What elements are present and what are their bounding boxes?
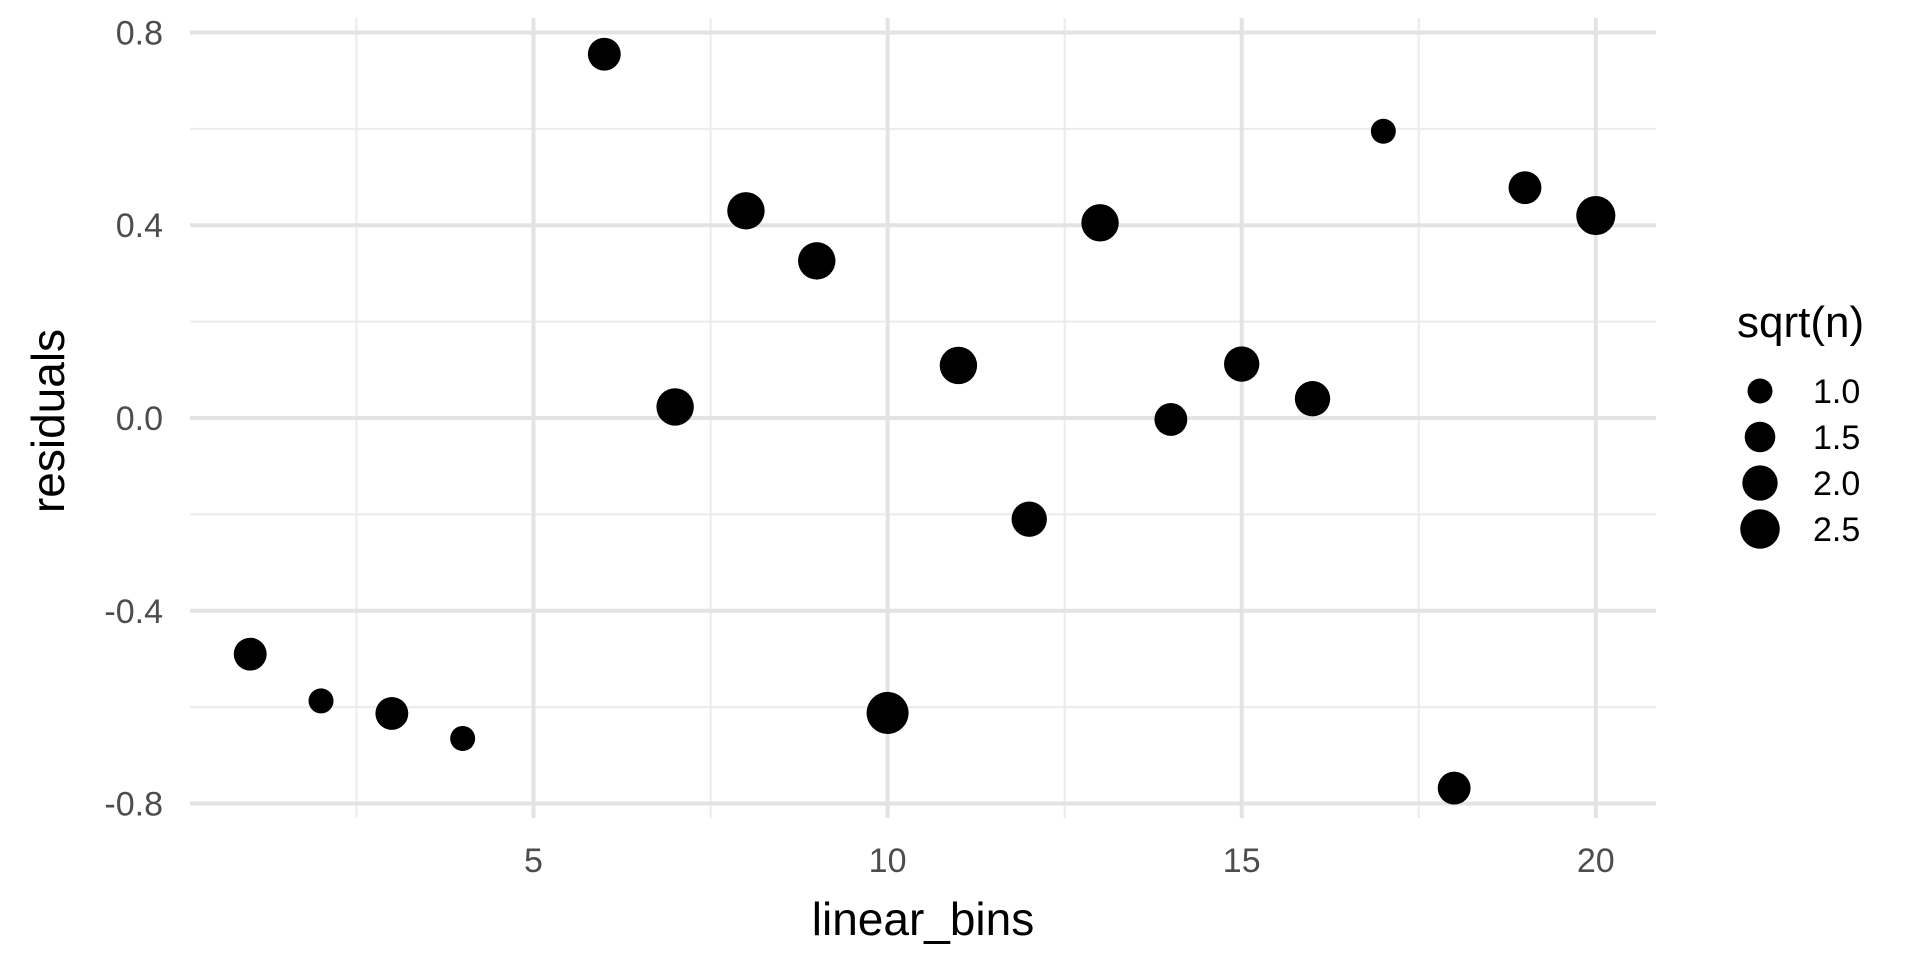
y-axis-title: residuals [22,329,74,513]
data-points [233,37,1616,805]
x-axis-tick-labels: 5 10 15 20 [524,842,1615,880]
legend-label-0: 1.0 [1813,373,1860,411]
y-tick-label-0: -0.8 [104,786,163,824]
data-point-5 [656,388,694,426]
data-point-11 [1081,204,1119,242]
x-tick-label-1: 10 [869,842,907,880]
x-tick-label-0: 5 [524,842,543,880]
y-tick-label-2: 0.0 [116,400,163,438]
y-axis-tick-labels: -0.8 -0.4 0.0 0.4 0.8 [104,14,163,823]
data-point-18 [1576,196,1616,236]
data-point-16 [1437,771,1471,805]
data-point-4 [587,37,621,71]
data-point-17 [1508,171,1542,205]
data-point-1 [308,688,334,714]
legend-key-3 [1740,509,1780,549]
data-point-9 [939,346,978,385]
legend-label-1: 1.5 [1813,419,1860,457]
x-tick-label-3: 20 [1577,842,1615,880]
data-point-13 [1224,346,1260,382]
data-point-15 [1370,118,1396,144]
major-gridlines [190,18,1656,818]
x-axis-title: linear_bins [812,893,1034,945]
legend-key-2 [1742,465,1778,501]
y-tick-label-3: 0.4 [116,207,163,245]
data-point-2 [375,696,409,730]
data-point-6 [727,192,765,230]
data-point-12 [1154,403,1188,436]
legend-label-3: 2.5 [1813,511,1860,549]
data-point-14 [1294,381,1331,417]
minor-gridlines [190,18,1656,818]
y-tick-label-1: -0.4 [104,593,163,631]
x-tick-label-2: 15 [1223,842,1261,880]
y-tick-label-4: 0.8 [116,14,163,52]
data-point-0 [233,637,267,671]
data-point-10 [1011,501,1047,537]
size-legend: sqrt(n) 1.0 1.5 2.0 2.5 [1737,298,1864,549]
legend-key-1 [1744,421,1776,453]
data-point-7 [798,242,836,280]
data-point-3 [450,725,476,751]
data-point-8 [866,691,909,734]
legend-title: sqrt(n) [1737,298,1864,347]
legend-items: 1.0 1.5 2.0 2.5 [1740,373,1860,549]
legend-key-0 [1747,378,1773,404]
legend-label-2: 2.0 [1813,465,1860,503]
